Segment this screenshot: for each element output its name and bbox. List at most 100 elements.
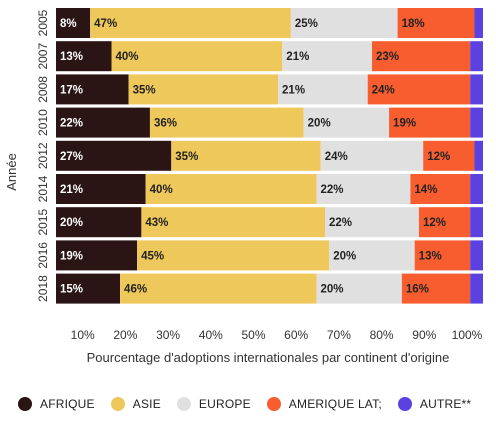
data-label-2018-afrique: 15% (60, 284, 83, 296)
bar-2012-europe[interactable] (320, 140, 424, 171)
year-label-2010: 2010 (36, 109, 50, 136)
bar-2010-europe[interactable] (303, 107, 390, 138)
year-tick-labels: 2005 2007 2008 2010 2012 2014 2015 2016 2018 (36, 9, 50, 302)
bar-2016-amerique-lat[interactable] (414, 240, 471, 271)
bar-2012-amerique-lat[interactable] (423, 140, 475, 171)
data-label-2014-asie: 40% (150, 184, 173, 196)
bar-2008-europe[interactable] (278, 74, 368, 105)
data-label-2010-afrique: 22% (60, 118, 83, 130)
legend-label-afrique: AFRIQUE (40, 397, 95, 411)
legend-swatch-asie (110, 397, 125, 411)
x-tick-80: 80% (370, 328, 394, 342)
legend-swatch-amerique-lat (266, 397, 281, 411)
bar-2010-afrique[interactable] (56, 107, 150, 138)
bar-2016-afrique[interactable] (56, 240, 138, 271)
bar-2014-autre[interactable] (470, 174, 483, 204)
bar-2014-afrique[interactable] (56, 174, 146, 204)
data-label-2012-asie: 35% (175, 151, 198, 163)
bar-2008-afrique[interactable] (56, 74, 129, 105)
bar-2005-amerique-lat[interactable] (397, 8, 475, 38)
bar-2015-afrique[interactable] (56, 207, 142, 238)
bar-2010-asie[interactable] (149, 107, 304, 138)
year-label-2008: 2008 (36, 76, 50, 103)
legend-label-amerique-lat: AMERIQUE LAT; (288, 397, 382, 411)
data-label-2014-afrique: 21% (60, 184, 83, 196)
bar-2014-europe[interactable] (316, 174, 411, 204)
data-label-2008-afrique: 17% (60, 84, 83, 96)
bar-2007-afrique[interactable] (56, 41, 112, 72)
x-tick-90: 90% (412, 328, 436, 342)
bar-2008-autre[interactable] (470, 74, 483, 105)
bar-2007-asie[interactable] (111, 41, 283, 72)
data-label-2010-europe: 20% (308, 118, 331, 130)
legend-label-asie: ASIE (132, 397, 161, 411)
bar-2007-europe[interactable] (282, 41, 372, 72)
legend-item-autre[interactable]: AUTRE** (397, 397, 471, 411)
bar-2018-afrique[interactable] (56, 273, 121, 304)
data-label-2008-europe: 21% (282, 84, 305, 96)
bar-2007-autre[interactable] (470, 41, 483, 72)
bar-2018-europe[interactable] (316, 273, 402, 304)
legend: AFRIQUE ASIE EUROPE AMERIQUE LAT; AUTRE*… (18, 397, 487, 411)
x-tick-10: 10% (71, 328, 95, 342)
data-label-2014-europe: 22% (320, 184, 343, 196)
year-label-2014: 2014 (36, 175, 50, 202)
legend-item-amerique-lat[interactable]: AMERIQUE LAT; (266, 397, 382, 411)
data-label-2012-afrique: 27% (60, 151, 83, 163)
bar-2015-autre[interactable] (470, 207, 483, 238)
bar-2014-amerique-lat[interactable] (410, 174, 471, 204)
bar-2005-afrique[interactable] (56, 8, 91, 38)
data-label-2008-amerique-lat: 24% (372, 84, 395, 96)
data-label-2014-amerique-lat: 14% (414, 184, 437, 196)
data-label-2016-afrique: 19% (60, 250, 83, 262)
bar-2016-autre[interactable] (470, 240, 483, 271)
data-label-2012-europe: 24% (325, 151, 348, 163)
bar-2012-afrique[interactable] (56, 140, 172, 171)
bar-2014-asie[interactable] (145, 174, 317, 204)
data-label-2008-asie: 35% (133, 84, 156, 96)
data-label-2005-afrique: 8% (60, 18, 77, 30)
y-axis-title: Année (4, 153, 19, 191)
year-label-2018: 2018 (36, 275, 50, 302)
data-label-2015-asie: 43% (145, 217, 168, 229)
bar-2016-asie[interactable] (137, 240, 330, 271)
bar-2015-amerique-lat[interactable] (418, 207, 471, 238)
bar-2008-amerique-lat[interactable] (367, 74, 471, 105)
bar-2015-europe[interactable] (325, 207, 419, 238)
bar-2015-asie[interactable] (141, 207, 326, 238)
bar-2016-europe[interactable] (329, 240, 415, 271)
bar-2018-autre[interactable] (470, 273, 483, 304)
year-label-2007: 2007 (36, 43, 50, 70)
data-label-2007-asie: 40% (116, 51, 139, 63)
bar-2012-asie[interactable] (171, 140, 321, 171)
legend-swatch-afrique (18, 397, 32, 411)
bar-2005-europe[interactable] (290, 8, 398, 38)
bar-2010-autre[interactable] (470, 107, 483, 138)
x-tick-40: 40% (199, 328, 223, 342)
bar-2005-asie[interactable] (90, 8, 291, 38)
data-label-2007-europe: 21% (286, 51, 309, 63)
data-label-2018-europe: 20% (320, 284, 343, 296)
bar-2018-asie[interactable] (120, 273, 317, 304)
bar-2008-asie[interactable] (128, 74, 279, 105)
stacked-bar-chart: 8% 47% 25% 18% 13% 40% 21% 23% 17% 35% 21% 24% 22% 36… (4, 8, 483, 365)
bar-2018-amerique-lat[interactable] (401, 273, 471, 304)
x-tick-30: 30% (156, 328, 180, 342)
data-label-2016-asie: 45% (141, 250, 164, 262)
x-tick-50: 50% (241, 328, 265, 342)
legend-item-asie[interactable]: ASIE (110, 397, 161, 411)
legend-item-afrique[interactable]: AFRIQUE (18, 397, 95, 411)
legend-item-europe[interactable]: EUROPE (176, 397, 251, 411)
bar-2007-amerique-lat[interactable] (371, 41, 471, 72)
x-tick-labels: 10% 20% 30% 40% 50% 60% 70% 80% 90% 100% (71, 328, 483, 342)
data-label-2015-amerique-lat: 12% (423, 217, 446, 229)
legend-swatch-europe (176, 397, 191, 411)
data-label-2018-amerique-lat: 16% (406, 284, 429, 296)
bar-2010-amerique-lat[interactable] (389, 107, 471, 138)
x-tick-70: 70% (327, 328, 351, 342)
x-tick-60: 60% (284, 328, 308, 342)
data-label-2018-asie: 46% (124, 284, 147, 296)
bar-2012-autre[interactable] (474, 140, 483, 171)
bar-2005-autre[interactable] (474, 8, 483, 38)
data-label-2015-europe: 22% (329, 217, 352, 229)
